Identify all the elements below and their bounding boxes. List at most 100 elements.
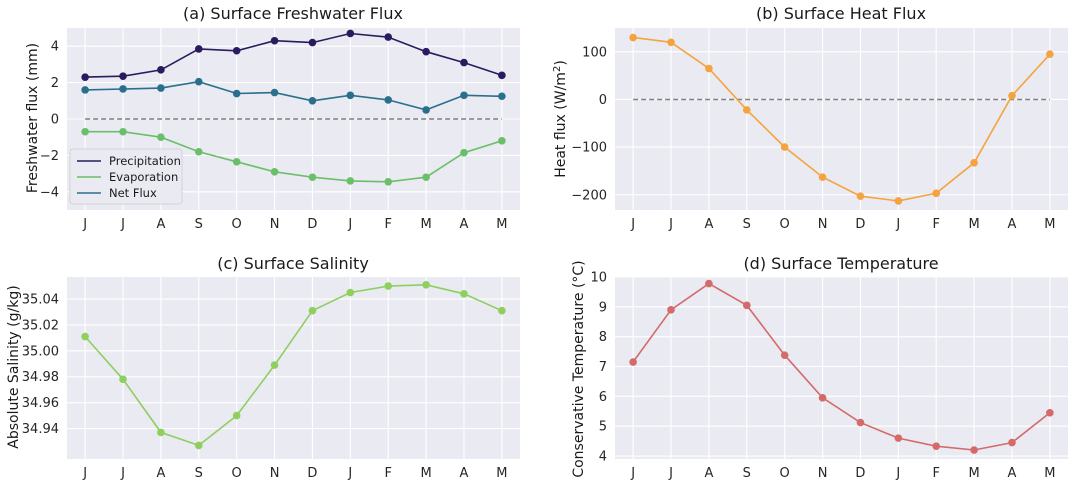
data-point — [81, 73, 89, 81]
x-tick-label: J — [630, 217, 635, 232]
data-point — [119, 375, 127, 384]
y-tick-label: −4 — [40, 185, 59, 200]
chart-title: (b) Surface Heat Flux — [756, 4, 926, 23]
x-tick-label: S — [195, 466, 203, 481]
series-heat — [629, 33, 1054, 205]
series-line — [84, 283, 503, 447]
plot-area: J J A S O N D J F M A M −200 −100 0 100 — [571, 28, 1068, 232]
data-point — [194, 441, 203, 450]
y-tick-label: 4 — [51, 40, 59, 55]
data-point — [932, 189, 941, 198]
y-axis-label: Freshwater flux (mm) — [25, 43, 41, 193]
data-point — [1046, 408, 1054, 417]
data-point — [422, 106, 430, 114]
data-point — [705, 279, 713, 288]
plot-area: J J A S O N D J F M A M 34.94 34.96 34.98 35.00 35.02 35.… — [22, 277, 520, 481]
data-point — [894, 197, 903, 205]
x-tick-label: J — [82, 217, 87, 232]
y-tick-label: 6 — [599, 390, 607, 405]
data-point — [232, 157, 241, 166]
x-tick-label: J — [668, 466, 673, 481]
series-line — [85, 80, 502, 111]
data-point — [970, 446, 978, 454]
x-tick-label: M — [968, 466, 979, 481]
x-tick-label: O — [780, 217, 790, 232]
legend: Precipitation Evaporation Net Flux — [69, 148, 183, 205]
data-point — [742, 301, 751, 310]
y-tick-label: 0 — [51, 113, 59, 128]
legend-label-evaporation: Evaporation — [109, 170, 178, 184]
x-tick-label: M — [496, 217, 507, 232]
y-tick-label: 2 — [51, 76, 59, 91]
data-point — [346, 177, 355, 185]
series-line — [85, 32, 503, 78]
data-point — [629, 33, 637, 42]
data-point — [1046, 50, 1054, 59]
y-tick-label: 34.96 — [22, 396, 59, 411]
x-tick-label: S — [195, 217, 203, 232]
data-point — [818, 173, 827, 181]
data-point — [780, 351, 789, 359]
y-tick-label: 7 — [599, 360, 607, 375]
data-point — [742, 106, 751, 114]
y-tick-label: 0 — [599, 93, 607, 108]
x-tick-label: D — [307, 466, 317, 481]
data-point — [460, 290, 468, 298]
x-tick-label: D — [855, 466, 865, 481]
data-point — [498, 92, 506, 101]
x-tick-label: A — [704, 217, 713, 232]
y-tick-label: 35.04 — [22, 293, 59, 308]
data-point — [705, 64, 713, 73]
data-point — [270, 88, 279, 97]
data-point — [856, 192, 865, 200]
series-line — [632, 36, 1051, 202]
data-point — [894, 434, 903, 442]
plot-background — [67, 277, 520, 459]
data-point — [81, 86, 89, 94]
x-tick-label: N — [270, 466, 280, 481]
data-point — [157, 133, 165, 141]
x-tick-label: N — [818, 466, 828, 481]
legend-label-net-flux: Net Flux — [109, 186, 157, 200]
series-temperature — [629, 279, 1054, 454]
data-point — [157, 428, 165, 437]
plot-background — [615, 277, 1068, 459]
data-point — [194, 77, 203, 86]
y-tick-label: 5 — [599, 420, 607, 435]
x-tick-label: D — [855, 217, 865, 232]
data-point — [194, 147, 203, 156]
x-tick-label: J — [668, 217, 673, 232]
x-tick-label: M — [968, 217, 979, 232]
data-point — [384, 177, 393, 186]
plot-background — [615, 28, 1068, 210]
y-tick-label: 34.94 — [22, 422, 59, 437]
data-point — [308, 306, 317, 315]
x-tick-label: M — [1044, 217, 1055, 232]
x-tick-label: J — [895, 466, 900, 481]
data-point — [932, 442, 941, 450]
data-point — [970, 159, 978, 167]
data-point — [232, 89, 241, 98]
y-tick-label: 100 — [582, 45, 607, 60]
x-tick-label: A — [156, 466, 165, 481]
data-point — [119, 127, 127, 136]
series-line — [632, 282, 1051, 451]
x-tick-label: N — [818, 217, 828, 232]
chart-title: (d) Surface Temperature — [743, 254, 938, 273]
data-point — [667, 38, 675, 47]
x-tick-label: M — [496, 466, 507, 481]
y-tick-label: 35.02 — [22, 318, 59, 333]
data-point — [384, 33, 393, 41]
y-tick-label: −200 — [571, 188, 607, 203]
legend-box — [69, 148, 183, 205]
data-point — [384, 282, 393, 290]
data-point — [856, 418, 865, 427]
x-tick-label: J — [120, 217, 125, 232]
x-tick-label: A — [1008, 466, 1017, 481]
data-point — [232, 46, 241, 55]
y-axis-label-close: ) — [553, 60, 569, 65]
x-tick-label: F — [384, 466, 391, 481]
data-point — [780, 143, 789, 151]
data-point — [460, 91, 468, 100]
x-tick-label: J — [347, 217, 352, 232]
